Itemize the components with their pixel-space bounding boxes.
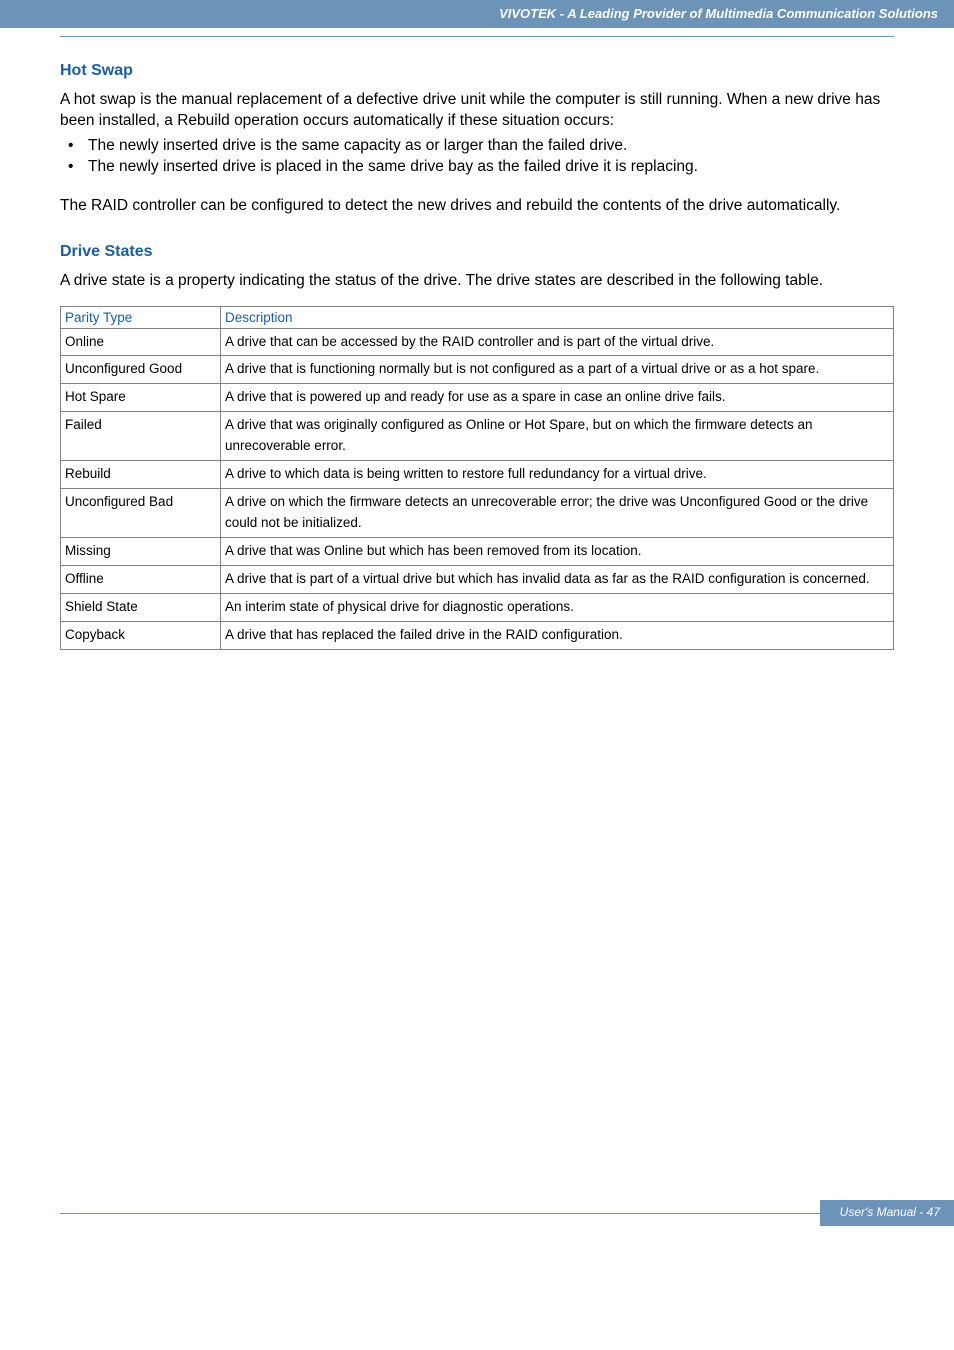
cell-desc: A drive that is powered up and ready for… <box>221 384 894 412</box>
cell-desc: A drive that can be accessed by the RAID… <box>221 328 894 356</box>
heading-drivestates: Drive States <box>60 243 894 261</box>
hotswap-bullets: The newly inserted drive is the same cap… <box>60 136 894 178</box>
hotswap-bullet-2: The newly inserted drive is placed in th… <box>60 157 894 178</box>
cell-parity: Online <box>61 328 221 356</box>
cell-desc: A drive to which data is being written t… <box>221 461 894 489</box>
table-row: Rebuild A drive to which data is being w… <box>61 461 894 489</box>
cell-desc: An interim state of physical drive for d… <box>221 593 894 621</box>
table-row: Online A drive that can be accessed by t… <box>61 328 894 356</box>
cell-parity: Copyback <box>61 621 221 649</box>
cell-parity: Hot Spare <box>61 384 221 412</box>
drive-states-table: Parity Type Description Online A drive t… <box>60 306 894 650</box>
table-row: Unconfigured Bad A drive on which the fi… <box>61 489 894 538</box>
cell-parity: Failed <box>61 412 221 461</box>
cell-desc: A drive that has replaced the failed dri… <box>221 621 894 649</box>
table-header-row: Parity Type Description <box>61 306 894 328</box>
table-header-parity: Parity Type <box>61 306 221 328</box>
cell-desc: A drive that is functioning normally but… <box>221 356 894 384</box>
footer: User's Manual - 47 <box>0 1200 954 1256</box>
table-row: Unconfigured Good A drive that is functi… <box>61 356 894 384</box>
hotswap-bullet-1: The newly inserted drive is the same cap… <box>60 136 894 157</box>
table-row: Hot Spare A drive that is powered up and… <box>61 384 894 412</box>
header-brand-text: VIVOTEK - A Leading Provider of Multimed… <box>499 6 938 21</box>
table-row: Failed A drive that was originally confi… <box>61 412 894 461</box>
cell-parity: Unconfigured Good <box>61 356 221 384</box>
cell-parity: Missing <box>61 537 221 565</box>
hotswap-para1: A hot swap is the manual replacement of … <box>60 90 894 132</box>
cell-parity: Rebuild <box>61 461 221 489</box>
hotswap-para2: The RAID controller can be configured to… <box>60 196 894 217</box>
cell-desc: A drive that was originally configured a… <box>221 412 894 461</box>
cell-parity: Shield State <box>61 593 221 621</box>
cell-desc: A drive that was Online but which has be… <box>221 537 894 565</box>
table-row: Copyback A drive that has replaced the f… <box>61 621 894 649</box>
header-bar: VIVOTEK - A Leading Provider of Multimed… <box>0 0 954 28</box>
heading-hotswap: Hot Swap <box>60 62 894 80</box>
cell-desc: A drive that is part of a virtual drive … <box>221 565 894 593</box>
cell-parity: Unconfigured Bad <box>61 489 221 538</box>
table-row: Shield State An interim state of physica… <box>61 593 894 621</box>
cell-parity: Offline <box>61 565 221 593</box>
table-row: Offline A drive that is part of a virtua… <box>61 565 894 593</box>
table-header-description: Description <box>221 306 894 328</box>
cell-desc: A drive on which the firmware detects an… <box>221 489 894 538</box>
footer-divider <box>0 1200 820 1226</box>
table-row: Missing A drive that was Online but whic… <box>61 537 894 565</box>
footer-page-label: User's Manual - 47 <box>820 1200 954 1226</box>
drivestates-intro: A drive state is a property indicating t… <box>60 271 894 292</box>
page-content: Hot Swap A hot swap is the manual replac… <box>0 37 954 680</box>
